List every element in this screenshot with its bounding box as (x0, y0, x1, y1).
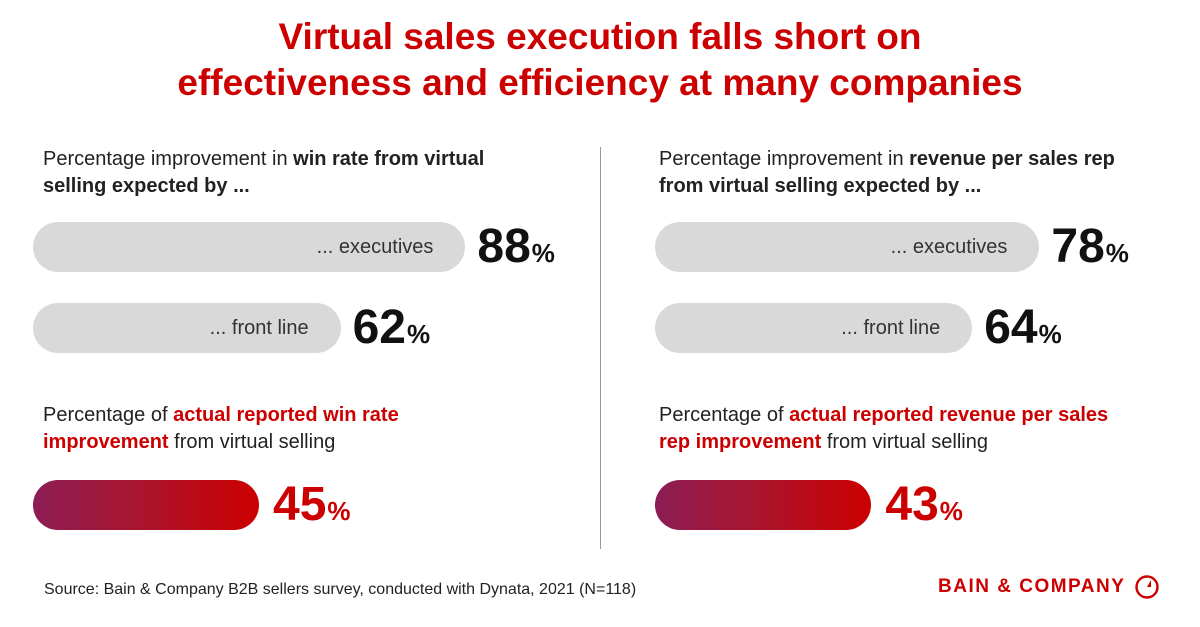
bar-value: 62% (352, 301, 431, 354)
bar-front-line: ... front line (33, 303, 341, 353)
bain-logo-icon (1135, 575, 1160, 599)
title-line-1: Virtual sales execution falls short on (278, 16, 922, 57)
panel-revenue-per-rep: Percentage improvement in revenue per sa… (655, 140, 1200, 560)
bar-front-line: ... front line (655, 303, 973, 353)
bar-label: ... executives (316, 235, 434, 258)
actual-value: 45% (273, 478, 351, 531)
source-note: Source: Bain & Company B2B sellers surve… (44, 581, 637, 598)
bar-value: 64% (984, 301, 1062, 354)
bar-label: ... front line (841, 316, 941, 339)
title-line-2: effectiveness and efficiency at many com… (177, 62, 1023, 103)
actual-label: Percentage of actual reported revenue pe… (659, 404, 1109, 453)
bar-actual (655, 480, 872, 530)
bar-value: 88% (477, 220, 555, 273)
actual-value: 43% (885, 478, 963, 531)
bain-logo: BAIN & COMPANY (938, 574, 1160, 600)
bar-executives: ... executives (655, 222, 1040, 272)
bar-actual (33, 480, 259, 530)
bar-label: ... front line (209, 316, 309, 339)
bar-label: ... executives (890, 235, 1008, 258)
actual-label: Percentage of actual reported win rate i… (43, 404, 399, 453)
logo-text: BAIN & COMPANY (938, 576, 1126, 597)
divider (600, 147, 601, 549)
expected-label: Percentage improvement in revenue per sa… (659, 148, 1115, 197)
expected-label: Percentage improvement in win rate from … (43, 148, 485, 197)
bar-value: 78% (1051, 220, 1129, 273)
chart-title: Virtual sales execution falls short on e… (0, 14, 1200, 106)
bar-executives: ... executives (33, 222, 466, 272)
panel-win-rate: Percentage improvement in win rate from … (33, 140, 593, 560)
